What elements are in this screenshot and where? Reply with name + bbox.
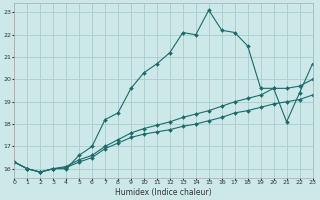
X-axis label: Humidex (Indice chaleur): Humidex (Indice chaleur) bbox=[115, 188, 212, 197]
